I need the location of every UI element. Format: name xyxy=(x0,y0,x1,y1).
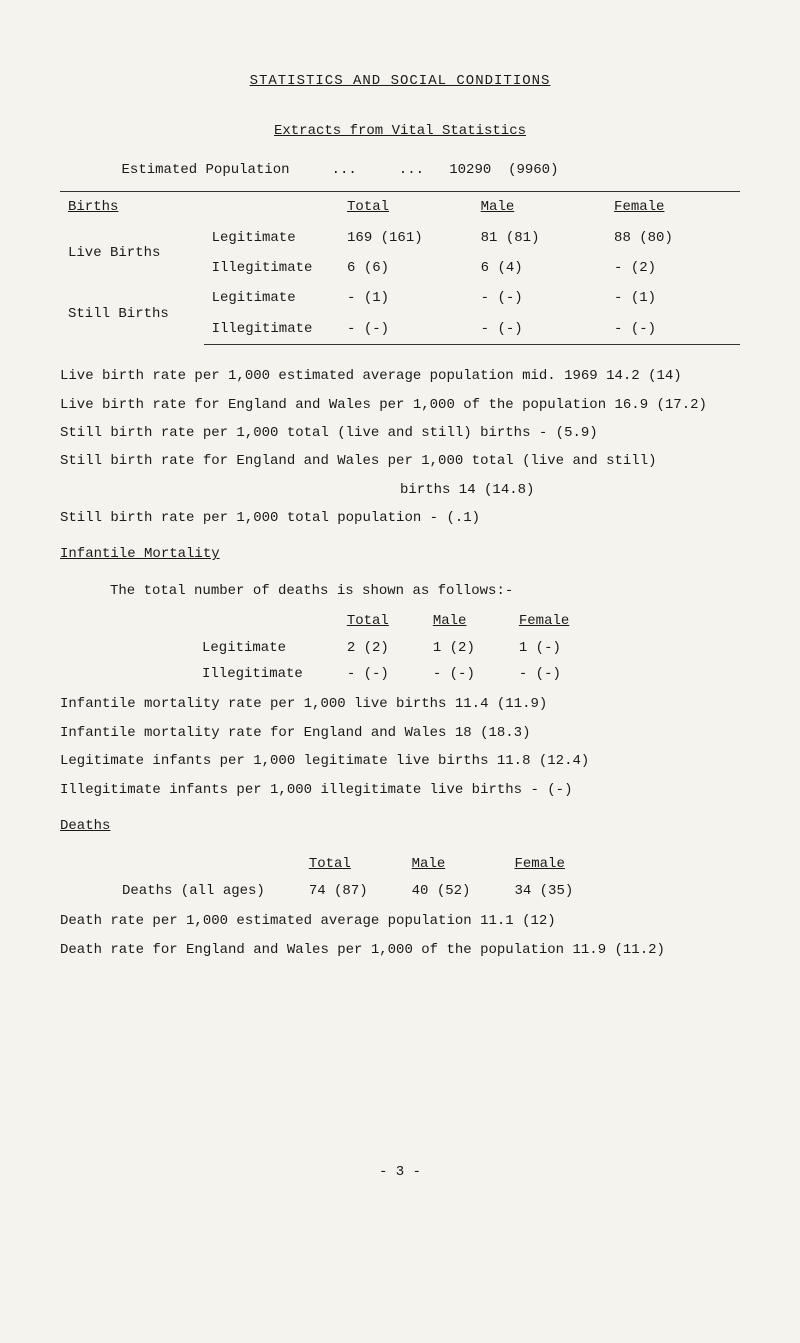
population-line: Estimated Population ... ... 10290 (9960… xyxy=(60,159,740,181)
cell: - (-) xyxy=(325,661,411,687)
th-births: Births xyxy=(60,192,204,223)
cell: Deaths (all ages) xyxy=(100,878,287,904)
page-number: - 3 - xyxy=(60,1161,740,1183)
row-livebirths: Live Births xyxy=(60,223,204,284)
th-female: Female xyxy=(497,608,591,634)
th-total: Total xyxy=(287,851,390,877)
pop-dots2: ... xyxy=(399,162,424,178)
pop-value: 10290 xyxy=(449,162,491,178)
th-total: Total xyxy=(339,192,473,223)
cell: 169 (161) xyxy=(339,223,473,253)
cell: Illegitimate xyxy=(204,314,339,345)
cell: Illegitimate xyxy=(204,253,339,283)
th-female: Female xyxy=(606,192,740,223)
text-line: Still birth rate for England and Wales p… xyxy=(60,450,740,472)
text-line: Live birth rate for England and Wales pe… xyxy=(60,394,740,416)
cell: 1 (2) xyxy=(411,635,497,661)
text-line: births 14 (14.8) xyxy=(400,479,740,501)
cell: Legitimate xyxy=(204,223,339,253)
page-title: STATISTICS AND SOCIAL CONDITIONS xyxy=(60,70,740,92)
cell: 81 (81) xyxy=(473,223,606,253)
th-male: Male xyxy=(411,608,497,634)
text-line: Death rate per 1,000 estimated average p… xyxy=(60,910,740,932)
row-stillbirths: Still Births xyxy=(60,283,204,344)
cell: 40 (52) xyxy=(390,878,493,904)
text-line: Live birth rate per 1,000 estimated aver… xyxy=(60,365,740,387)
cell: 74 (87) xyxy=(287,878,390,904)
pop-label: Estimated Population xyxy=(122,162,290,178)
infantile-heading: Infantile Mortality xyxy=(60,543,740,565)
cell: Legitimate xyxy=(180,635,325,661)
cell: - (-) xyxy=(411,661,497,687)
text-line: Infantile mortality rate per 1,000 live … xyxy=(60,693,740,715)
cell: - (1) xyxy=(606,283,740,313)
cell: - (-) xyxy=(473,283,606,313)
pop-dots: ... xyxy=(332,162,357,178)
th-male: Male xyxy=(473,192,606,223)
cell: 34 (35) xyxy=(492,878,595,904)
cell: 6 (6) xyxy=(339,253,473,283)
cell: - (-) xyxy=(339,314,473,345)
text-line: Still birth rate per 1,000 total populat… xyxy=(60,507,740,529)
th-female: Female xyxy=(492,851,595,877)
cell: Legitimate xyxy=(204,283,339,313)
deaths-heading: Deaths xyxy=(60,815,740,837)
cell: - (-) xyxy=(497,661,591,687)
cell: 2 (2) xyxy=(325,635,411,661)
text-line: The total number of deaths is shown as f… xyxy=(110,580,740,602)
cell: 1 (-) xyxy=(497,635,591,661)
text-line: Death rate for England and Wales per 1,0… xyxy=(60,939,740,961)
text-line: Legitimate infants per 1,000 legitimate … xyxy=(60,750,740,772)
th-total: Total xyxy=(325,608,411,634)
births-table: Births Total Male Female Live Births Leg… xyxy=(60,191,740,345)
text-line: Still birth rate per 1,000 total (live a… xyxy=(60,422,740,444)
cell: 88 (80) xyxy=(606,223,740,253)
pop-prev: (9960) xyxy=(508,162,558,178)
th-male: Male xyxy=(390,851,493,877)
cell: 6 (4) xyxy=(473,253,606,283)
cell: - (1) xyxy=(339,283,473,313)
cell: Illegitimate xyxy=(180,661,325,687)
deaths-table: Total Male Female Deaths (all ages) 74 (… xyxy=(100,851,595,904)
cell: - (-) xyxy=(473,314,606,345)
cell: - (-) xyxy=(606,314,740,345)
subtitle: Extracts from Vital Statistics xyxy=(60,120,740,142)
text-line: Illegitimate infants per 1,000 illegitim… xyxy=(60,779,740,801)
infantile-table: Total Male Female Legitimate 2 (2) 1 (2)… xyxy=(180,608,591,687)
cell: - (2) xyxy=(606,253,740,283)
text-line: Infantile mortality rate for England and… xyxy=(60,722,740,744)
